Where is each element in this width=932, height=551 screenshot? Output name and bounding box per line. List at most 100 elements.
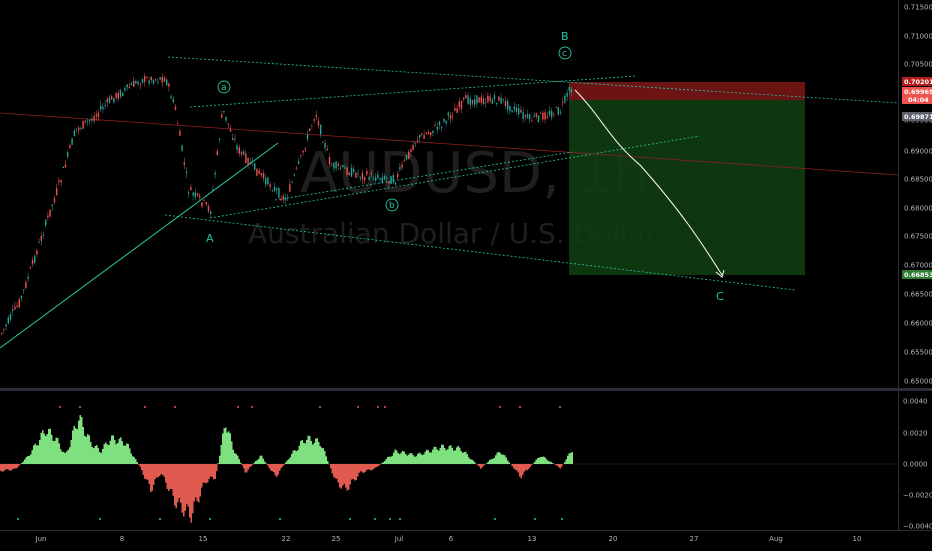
osc-bar xyxy=(50,429,52,464)
osc-bar xyxy=(257,460,259,464)
candle-body xyxy=(291,182,292,183)
candle-body xyxy=(503,99,504,100)
candle-body xyxy=(294,175,295,176)
osc-bar xyxy=(558,464,560,467)
osc-bar xyxy=(156,464,158,477)
candle-body xyxy=(285,198,286,201)
upper-channel-line[interactable] xyxy=(168,57,898,103)
osc-bar xyxy=(60,449,62,464)
osc-bar xyxy=(552,463,554,464)
osc-bar xyxy=(557,464,559,466)
osc-bar xyxy=(293,451,295,464)
osc-bar xyxy=(522,464,524,475)
candle-body xyxy=(14,306,15,309)
osc-bar xyxy=(80,415,82,464)
price-axis[interactable]: 0.715000.710000.705000.700000.695000.690… xyxy=(898,0,932,388)
osc-signal-dot xyxy=(79,406,81,408)
osc-bar xyxy=(54,441,56,464)
osc-bar xyxy=(560,464,562,469)
osc-bar xyxy=(399,454,401,464)
osc-bar xyxy=(363,464,365,473)
candle-body xyxy=(164,78,165,82)
oscillator-canvas[interactable] xyxy=(0,391,898,530)
oscillator-pane[interactable] xyxy=(0,391,932,530)
osc-bar xyxy=(47,434,49,464)
candle-body xyxy=(54,198,55,202)
wave-label-c-circled: c xyxy=(559,47,571,59)
osc-bar xyxy=(512,464,514,466)
osc-bar xyxy=(348,464,350,490)
candle-body xyxy=(335,162,336,169)
candle-body xyxy=(316,115,317,117)
candle-body xyxy=(65,164,66,167)
candle-body xyxy=(71,138,72,145)
candle-body xyxy=(536,113,537,116)
svg-text:0.66853: 0.66853 xyxy=(904,271,932,279)
candle-body xyxy=(122,93,123,96)
osc-bar xyxy=(149,464,151,484)
osc-bar xyxy=(216,464,218,471)
candle-body xyxy=(505,101,506,106)
candle-body xyxy=(124,88,125,90)
candle-body xyxy=(272,191,273,192)
price-chart-pane[interactable]: AUDUSD, 1h Australian Dollar / U.S. Doll… xyxy=(0,0,932,388)
candle-body xyxy=(298,161,299,163)
candle-body xyxy=(338,164,339,166)
osc-bar xyxy=(561,464,563,467)
osc-bar xyxy=(474,462,476,464)
osc-bar xyxy=(453,451,455,464)
osc-bar xyxy=(542,457,544,464)
osc-bar xyxy=(366,464,368,470)
osc-bar xyxy=(276,464,278,477)
price-chart-canvas[interactable]: AUDUSD, 1h Australian Dollar / U.S. Doll… xyxy=(0,0,898,388)
candle-body xyxy=(142,79,143,83)
candle-body xyxy=(300,155,301,156)
osc-bar xyxy=(300,441,302,464)
osc-bar xyxy=(135,459,137,464)
osc-bar xyxy=(335,464,337,478)
osc-bar xyxy=(489,460,491,464)
osc-bar xyxy=(146,464,148,479)
candle-body xyxy=(38,242,39,243)
osc-signal-dot xyxy=(237,406,239,408)
candle-body xyxy=(78,128,79,131)
candle-body xyxy=(465,95,466,98)
candle-body xyxy=(201,202,202,206)
candle-body xyxy=(267,177,268,184)
osc-signal-dot xyxy=(389,518,391,520)
osc-bar xyxy=(494,458,496,464)
candle-body xyxy=(283,196,284,200)
osc-bar xyxy=(242,464,244,465)
osc-bar xyxy=(182,464,184,513)
osc-bar xyxy=(423,454,425,464)
osc-bar xyxy=(107,444,109,464)
candle-body xyxy=(36,251,37,255)
osc-bar xyxy=(324,451,326,464)
osc-bar xyxy=(258,459,260,464)
osc-bar xyxy=(78,421,80,464)
osc-bar xyxy=(75,428,77,464)
osc-bar xyxy=(173,464,175,496)
osc-bar xyxy=(140,464,142,467)
osc-tick-label: 0.0020 xyxy=(903,430,928,438)
support-trend-line[interactable] xyxy=(0,143,278,348)
svg-text:04:04: 04:04 xyxy=(908,96,929,104)
candle-body xyxy=(441,127,442,128)
osc-bar xyxy=(425,452,427,464)
osc-bar xyxy=(215,464,217,479)
osc-bar xyxy=(465,452,467,464)
candle-body xyxy=(133,81,134,87)
candle-body xyxy=(5,325,6,327)
osc-bar xyxy=(29,456,31,464)
osc-signal-dot xyxy=(374,518,376,520)
candle-body xyxy=(500,98,501,104)
osc-bar xyxy=(179,464,181,498)
osc-bar xyxy=(3,464,5,471)
osc-bar xyxy=(123,445,125,464)
osc-bar xyxy=(389,456,391,464)
candle-body xyxy=(463,98,464,100)
osc-tick-label: −0.0040 xyxy=(903,523,932,531)
candle-body xyxy=(555,107,556,108)
